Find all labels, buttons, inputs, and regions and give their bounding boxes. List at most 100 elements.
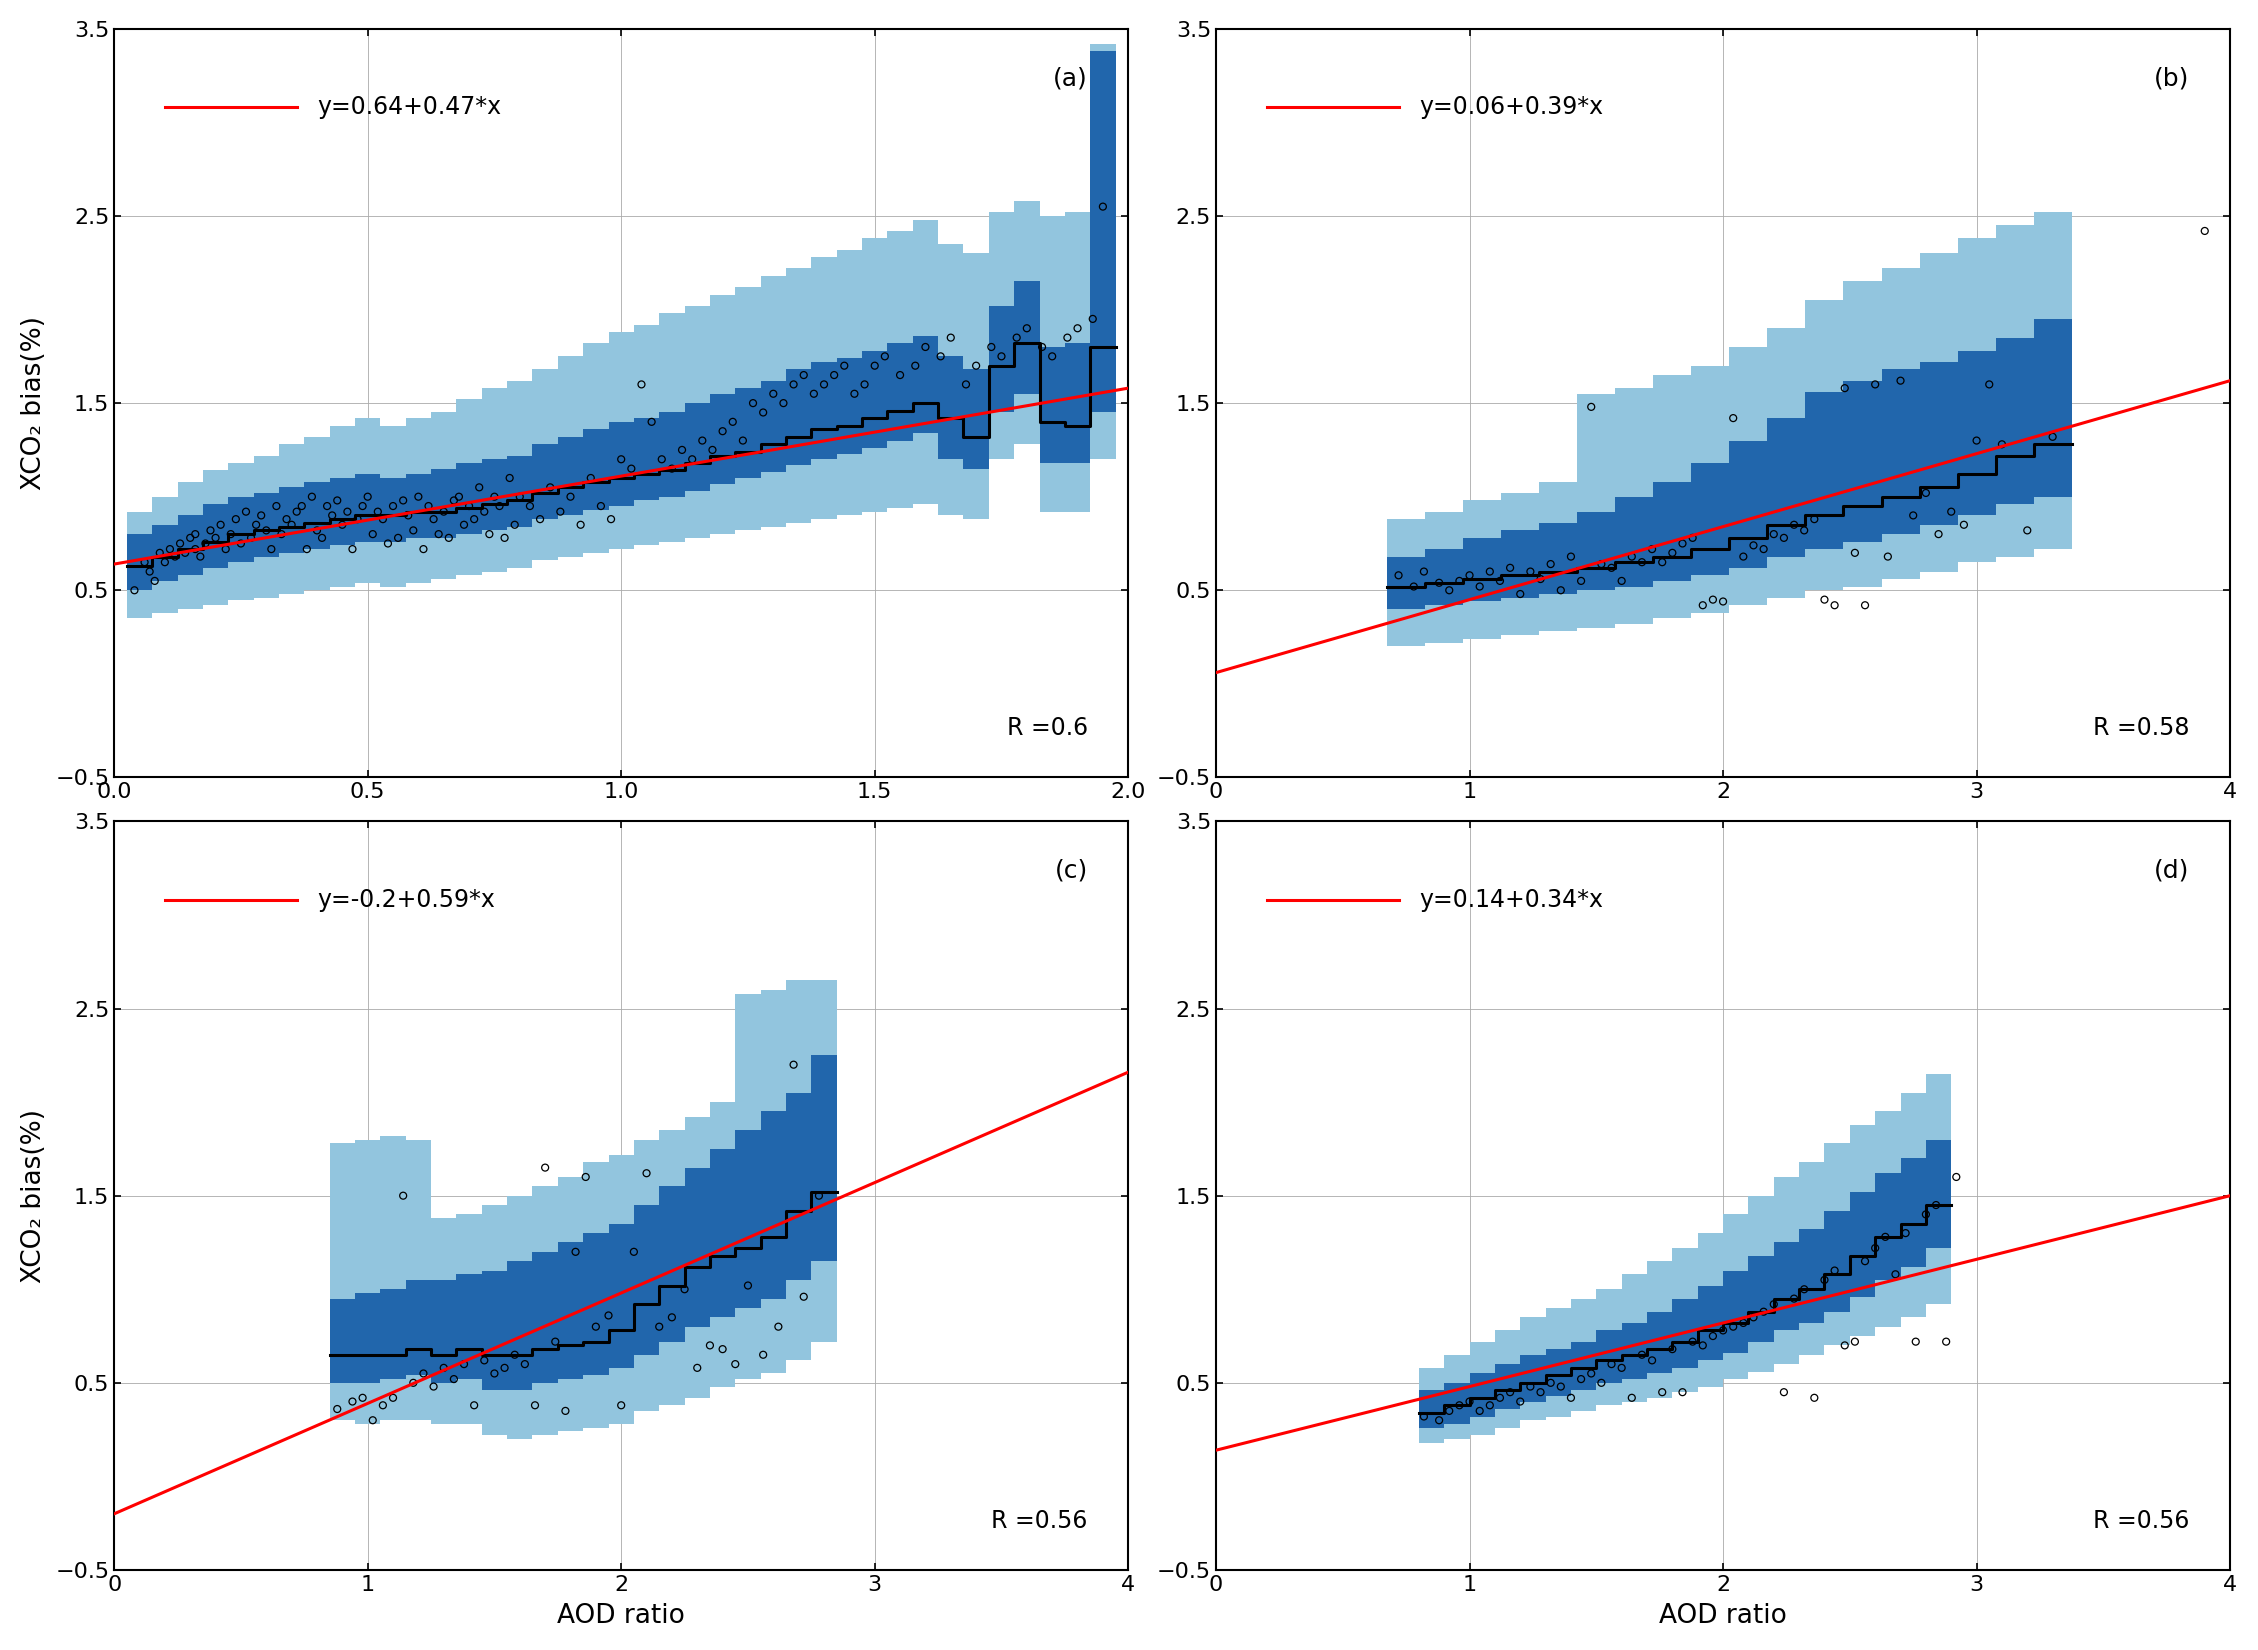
Point: [644, 446, 680, 472]
Point: [1894, 502, 1931, 528]
Point: [497, 1341, 533, 1368]
Point: [485, 525, 522, 551]
Point: [948, 371, 984, 398]
Point: [427, 498, 463, 525]
Point: [2186, 218, 2222, 244]
Point: [314, 502, 350, 528]
Point: [330, 498, 366, 525]
Point: [452, 493, 488, 520]
Point: [765, 389, 802, 416]
Point: [567, 1163, 603, 1190]
Point: [278, 498, 314, 525]
Point: [522, 507, 558, 533]
Point: [1644, 1379, 1680, 1406]
Point: [440, 483, 476, 510]
Point: [355, 1407, 391, 1434]
Point: [1644, 549, 1680, 576]
Point: [704, 417, 741, 444]
Point: [806, 371, 842, 398]
Point: [1856, 371, 1892, 398]
Point: [257, 493, 294, 520]
Text: R =0.56: R =0.56: [2093, 1508, 2190, 1533]
Point: [1624, 1341, 1660, 1368]
Point: [445, 512, 481, 538]
Point: [176, 521, 212, 548]
Point: [616, 1239, 653, 1266]
Point: [1937, 1163, 1973, 1190]
Point: [1441, 1393, 1477, 1419]
Point: [350, 483, 386, 510]
Point: [1420, 569, 1456, 596]
Point: [1664, 1379, 1700, 1406]
Point: [1786, 1275, 1822, 1302]
Point: [1696, 1323, 1732, 1350]
Point: [476, 1360, 513, 1386]
Point: [366, 507, 402, 533]
Point: [264, 521, 300, 548]
Point: [1059, 315, 1095, 342]
Point: [1736, 533, 1773, 559]
Point: [1493, 1379, 1529, 1406]
Point: [1971, 371, 2007, 398]
Point: [867, 343, 903, 370]
Point: [1522, 566, 1558, 592]
Point: [375, 1384, 411, 1411]
Point: [896, 353, 933, 380]
Point: [1009, 315, 1045, 342]
Point: [675, 446, 711, 472]
Point: [176, 536, 212, 563]
X-axis label: AOD ratio: AOD ratio: [558, 1604, 684, 1629]
Point: [1883, 368, 1919, 394]
Point: [379, 525, 415, 551]
Point: [1933, 498, 1969, 525]
Point: [1847, 592, 1883, 619]
Point: [456, 1393, 492, 1419]
Point: [1542, 578, 1578, 604]
Point: [1533, 551, 1569, 578]
Point: [436, 487, 472, 513]
Text: (d): (d): [2154, 858, 2190, 883]
Point: [395, 1370, 431, 1396]
Point: [273, 512, 309, 538]
Point: [269, 507, 305, 533]
Point: [1603, 1355, 1639, 1381]
Point: [1836, 540, 1872, 566]
Point: [208, 536, 244, 563]
Point: [1777, 1285, 1813, 1312]
Point: [1675, 1328, 1712, 1355]
Point: [445, 1351, 481, 1378]
Point: [795, 381, 831, 408]
Point: [684, 427, 720, 454]
Point: [680, 1355, 716, 1381]
Point: [253, 536, 289, 563]
Point: [1806, 586, 1843, 612]
Point: [883, 361, 919, 388]
Point: [386, 1183, 422, 1209]
Point: [411, 493, 447, 520]
Point: [1684, 1332, 1721, 1358]
Point: [1513, 1373, 1549, 1399]
Point: [1542, 1373, 1578, 1399]
Y-axis label: XCO₂ bias(%): XCO₂ bias(%): [20, 317, 47, 490]
Point: [1554, 543, 1590, 569]
Point: [1806, 1267, 1843, 1294]
Point: [406, 1360, 443, 1386]
Point: [1917, 1191, 1953, 1218]
Point: [1050, 325, 1086, 351]
Point: [774, 1051, 811, 1077]
Point: [1876, 1261, 1913, 1287]
Point: [1407, 1402, 1443, 1429]
Point: [1574, 394, 1610, 421]
Point: [1847, 1247, 1883, 1274]
Point: [533, 474, 569, 500]
Point: [583, 493, 619, 520]
Point: [228, 498, 264, 525]
Point: [248, 516, 285, 543]
Point: [1614, 1384, 1651, 1411]
Point: [1777, 512, 1813, 538]
Point: [375, 493, 411, 520]
Point: [957, 353, 994, 380]
Point: [603, 446, 639, 472]
Point: [217, 507, 253, 533]
Point: [908, 333, 944, 360]
